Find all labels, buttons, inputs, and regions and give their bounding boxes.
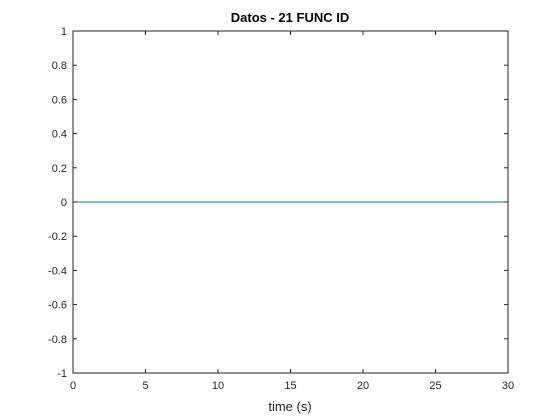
y-tick-label: -0.8 xyxy=(48,334,67,346)
x-tick-label: 20 xyxy=(357,380,369,392)
x-tick-label: 0 xyxy=(70,380,76,392)
y-tick-label: -0.4 xyxy=(48,265,67,277)
y-tick-label: -0.2 xyxy=(48,231,67,243)
y-tick-label: 0 xyxy=(61,197,67,209)
x-tick-label: 10 xyxy=(212,380,224,392)
tick-layer: 0 5 10 15 20 25 30 1 0.8 0.6 0.4 0.2 0 -0.2 -0.4 -0.6 -0… xyxy=(48,26,514,392)
x-tick-label: 30 xyxy=(502,380,514,392)
y-tick-label: 0.2 xyxy=(52,163,67,175)
chart-title: Datos - 21 FUNC ID xyxy=(231,10,349,25)
y-tick-label: -1 xyxy=(57,368,67,380)
y-tick-label: 0.8 xyxy=(52,60,67,72)
y-tick-label: 0.6 xyxy=(52,94,67,106)
x-tick-label: 25 xyxy=(429,380,441,392)
y-tick-label: -0.6 xyxy=(48,300,67,312)
x-tick-label: 5 xyxy=(142,380,148,392)
y-tick-label: 1 xyxy=(61,26,67,38)
axes-box xyxy=(72,30,509,374)
x-axis-title: time (s) xyxy=(268,399,311,414)
y-tick-label: 0.4 xyxy=(52,129,67,141)
x-tick-label: 15 xyxy=(284,380,296,392)
